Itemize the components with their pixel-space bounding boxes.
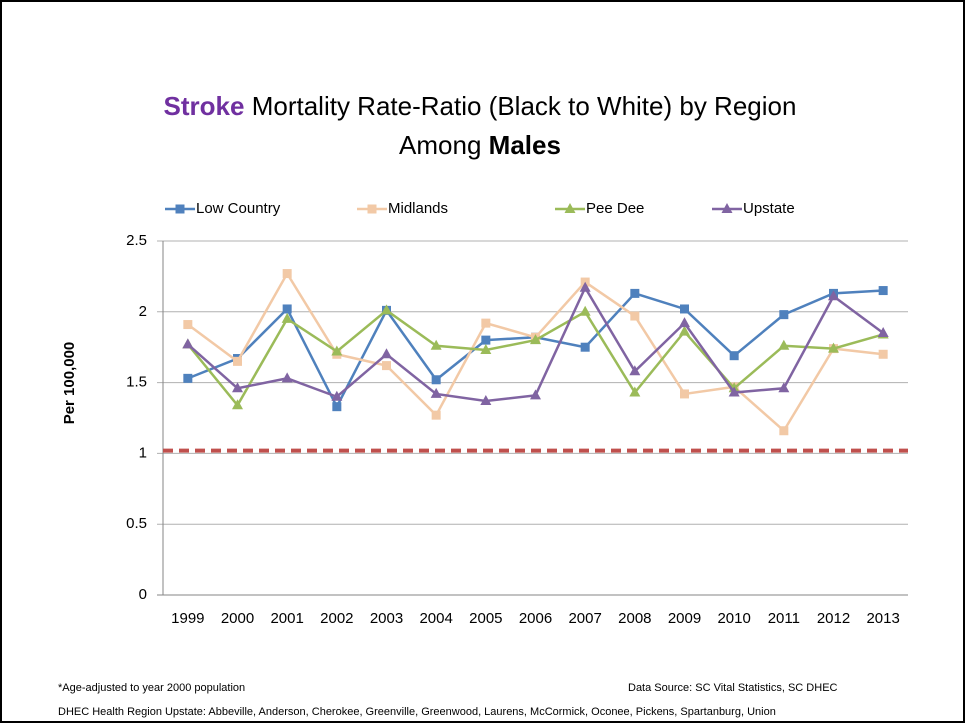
x-tick-label: 2013 (866, 610, 899, 627)
x-tick-label: 2000 (221, 610, 254, 627)
x-tick-label: 2003 (370, 610, 403, 627)
x-tick-label: 2005 (469, 610, 502, 627)
source: Data Source: SC Vital Statistics, SC DHE… (628, 682, 838, 694)
marker (331, 345, 343, 356)
marker (381, 348, 392, 359)
x-tick-label: 2011 (768, 610, 800, 627)
marker (480, 395, 492, 406)
marker (282, 304, 292, 314)
marker (778, 382, 790, 393)
legend-label: Pee Dee (586, 200, 644, 217)
x-tick-label: 1999 (171, 610, 204, 627)
marker (282, 269, 292, 279)
marker (233, 356, 242, 366)
marker (728, 386, 740, 397)
marker (679, 317, 690, 328)
x-tick-label: 2007 (568, 610, 601, 627)
title-keyword: Stroke (164, 91, 245, 121)
legend-label: Low Country (196, 200, 281, 217)
chart-title: Stroke Mortality Rate-Ratio (Black to Wh… (164, 91, 797, 121)
marker (878, 286, 888, 296)
marker (232, 382, 243, 393)
y-tick-label: 1 (139, 444, 147, 461)
marker (779, 310, 789, 320)
marker (281, 312, 293, 323)
marker (175, 204, 185, 214)
x-tick-label: 2008 (618, 610, 651, 627)
marker (367, 204, 377, 214)
y-tick-label: 0.5 (126, 515, 147, 532)
marker (630, 288, 640, 298)
marker (430, 339, 442, 350)
legend-label: Midlands (388, 200, 448, 217)
footnote: *Age-adjusted to year 2000 population (58, 682, 245, 694)
marker (281, 372, 293, 383)
marker (430, 387, 442, 398)
marker (183, 320, 193, 330)
marker (332, 402, 342, 412)
marker (382, 361, 391, 371)
marker (629, 386, 641, 397)
marker (721, 203, 733, 213)
x-tick-label: 2009 (668, 610, 701, 627)
y-tick-label: 0 (139, 586, 147, 603)
title-text: Mortality Rate-Ratio (Black to White) by… (252, 91, 797, 121)
marker (381, 304, 392, 315)
x-tick-label: 2002 (320, 610, 353, 627)
title-keyword: Males (489, 130, 561, 160)
marker (481, 335, 491, 345)
marker (530, 389, 541, 400)
marker (530, 334, 541, 345)
y-tick-label: 2 (139, 303, 147, 320)
marker (183, 373, 193, 383)
y-axis-label: Per 100,000 (61, 342, 78, 425)
region-note: DHEC Health Region Upstate: Abbeville, A… (58, 706, 776, 718)
marker (877, 327, 889, 338)
marker (431, 410, 441, 420)
y-tick-label: 2.5 (126, 232, 147, 249)
marker (564, 203, 576, 213)
marker (630, 311, 640, 321)
marker (579, 281, 591, 292)
marker (680, 389, 689, 399)
legend-label: Upstate (743, 200, 795, 217)
marker (828, 290, 839, 301)
marker (679, 325, 690, 336)
marker (629, 365, 641, 376)
marker (580, 342, 590, 352)
marker (878, 349, 888, 359)
marker (828, 342, 839, 353)
marker (331, 390, 343, 401)
marker (680, 304, 689, 314)
chart-subtitle: Among Males (399, 130, 561, 160)
marker (729, 351, 739, 361)
marker (480, 344, 492, 355)
marker (431, 375, 441, 385)
marker (182, 338, 194, 349)
x-tick-label: 2010 (717, 610, 750, 627)
x-tick-label: 2001 (270, 610, 303, 627)
title-text: Among (399, 130, 481, 160)
x-tick-label: 2006 (519, 610, 552, 627)
x-tick-label: 2012 (817, 610, 850, 627)
marker (579, 305, 591, 316)
y-tick-label: 1.5 (126, 374, 147, 391)
marker (778, 339, 790, 350)
x-tick-label: 2004 (419, 610, 452, 627)
marker (232, 399, 243, 410)
marker (481, 318, 491, 328)
marker (779, 426, 789, 436)
